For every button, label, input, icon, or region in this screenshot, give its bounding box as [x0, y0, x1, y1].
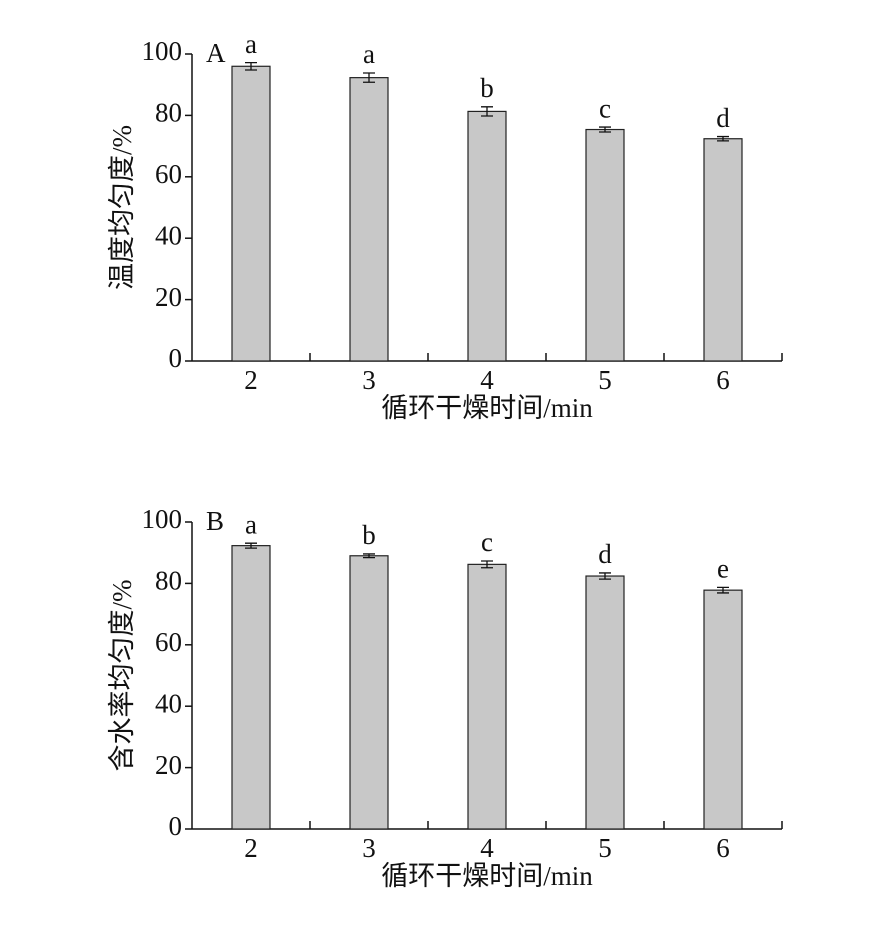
bar: [703, 138, 743, 362]
bar: [349, 77, 389, 362]
y-tick-label: 0: [169, 811, 183, 841]
y-tick-label: 100: [142, 36, 183, 66]
significance-label: d: [716, 103, 730, 133]
x-tick-label: 5: [598, 833, 612, 863]
bar: [585, 128, 625, 362]
x-tick-label: 2: [244, 365, 258, 395]
y-tick-label: 60: [155, 159, 182, 189]
significance-label: e: [717, 554, 729, 584]
error-bar: [717, 586, 729, 594]
significance-label: b: [480, 73, 494, 103]
y-tick-label: 20: [155, 282, 182, 312]
bar: [585, 575, 625, 830]
x-tick-label: 4: [480, 365, 494, 395]
x-tick-label: 3: [362, 365, 376, 395]
y-tick-label: 40: [155, 220, 182, 250]
significance-label: a: [363, 39, 375, 69]
y-tick-label: 80: [155, 566, 182, 596]
panel-label: A: [206, 38, 226, 68]
significance-label: a: [245, 29, 257, 59]
y-tick-label: 0: [169, 343, 183, 373]
bar: [231, 545, 271, 830]
y-tick-label: 20: [155, 750, 182, 780]
error-bar: [481, 560, 493, 569]
x-tick-label: 6: [716, 833, 730, 863]
error-bar: [363, 553, 375, 559]
x-tick-label: 4: [480, 833, 494, 863]
error-bar: [599, 572, 611, 580]
significance-label: a: [245, 509, 257, 539]
significance-label: c: [481, 527, 493, 557]
bar: [467, 110, 507, 362]
x-tick-label: 6: [716, 365, 730, 395]
significance-label: b: [362, 520, 376, 550]
x-axis-label: 循环干燥时间/min: [381, 393, 593, 423]
x-axis-label: 循环干燥时间/min: [381, 861, 593, 891]
panel-label: B: [206, 506, 224, 536]
bar: [467, 563, 507, 830]
error-bar: [245, 61, 257, 71]
y-tick-label: 40: [155, 688, 182, 718]
error-bar: [481, 106, 493, 117]
error-bar: [245, 542, 257, 549]
bar: [231, 65, 271, 362]
bar: [703, 589, 743, 830]
bar: [349, 555, 389, 830]
significance-label: c: [599, 93, 611, 123]
x-tick-label: 5: [598, 365, 612, 395]
y-axis-label: 含水率均匀度/%: [107, 580, 137, 772]
significance-label: d: [598, 539, 612, 569]
y-tick-label: 100: [142, 504, 183, 534]
error-bar: [363, 72, 375, 83]
x-tick-label: 2: [244, 833, 258, 863]
y-tick-label: 60: [155, 627, 182, 657]
y-axis-label: 温度均匀度/%: [107, 125, 137, 290]
x-tick-label: 3: [362, 833, 376, 863]
y-tick-label: 80: [155, 98, 182, 128]
error-bar: [599, 126, 611, 133]
error-bar: [717, 135, 729, 142]
